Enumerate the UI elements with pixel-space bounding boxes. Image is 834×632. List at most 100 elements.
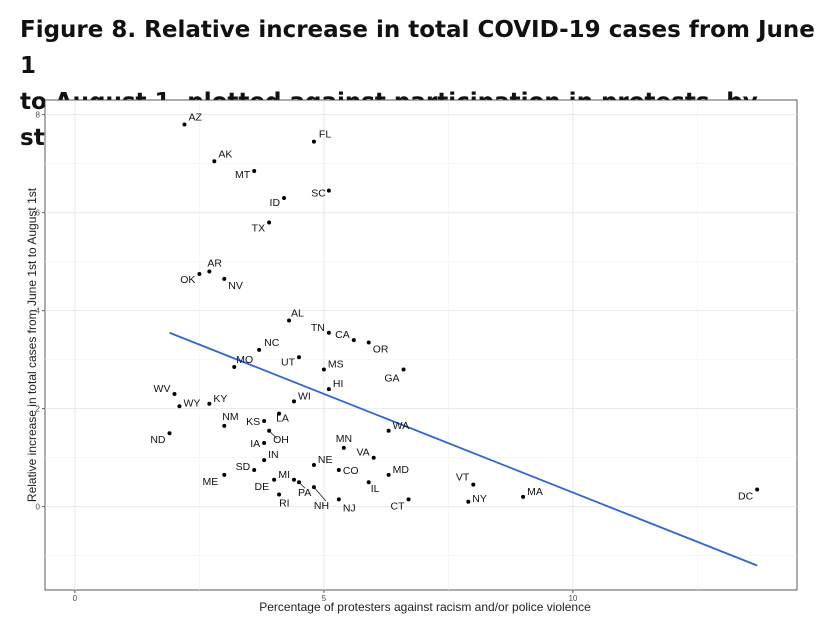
point-label-nc: NC [264, 337, 280, 349]
data-point-hi [326, 387, 331, 392]
point-label-co: CO [343, 465, 359, 477]
data-point-al [287, 318, 292, 323]
data-point-mi [292, 477, 297, 482]
point-label-ky: KY [213, 393, 227, 405]
data-point-co [336, 467, 341, 472]
point-label-ma: MA [527, 486, 543, 498]
data-point-or [366, 340, 371, 345]
data-point-vt [471, 482, 476, 487]
point-label-il: IL [371, 483, 380, 495]
y-tick-label: 0 [36, 503, 41, 512]
data-point-wi [292, 399, 297, 404]
data-point-la [277, 411, 282, 416]
point-label-ct: CT [391, 500, 406, 512]
data-point-id [282, 196, 287, 200]
point-label-tx: TX [252, 223, 265, 235]
trend-line [169, 331, 758, 567]
data-point-wv [172, 392, 177, 396]
data-point-sd [252, 467, 257, 472]
point-label-ia: IA [250, 438, 260, 450]
data-point-tx [267, 220, 272, 225]
point-label-fl: FL [319, 129, 331, 141]
point-label-ks: KS [246, 416, 260, 428]
trend-line-group [169, 331, 758, 567]
point-label-al: AL [291, 308, 304, 320]
point-label-hi: HI [333, 378, 344, 390]
data-point-ri [277, 492, 282, 497]
point-label-sc: SC [311, 188, 326, 200]
point-label-ut: UT [281, 356, 296, 368]
point-label-oh: OH [273, 434, 289, 446]
data-point-ok [197, 271, 202, 276]
point-label-in: IN [268, 449, 279, 461]
point-label-wy: WY [183, 397, 200, 409]
label-leader-line [313, 486, 327, 502]
data-point-ne [311, 463, 316, 468]
point-label-nd: ND [150, 434, 166, 446]
data-point-dc [755, 487, 760, 492]
figure-title-line-1: Figure 8. Relative increase in total COV… [20, 17, 815, 79]
data-point-ks [262, 418, 267, 423]
point-label-ca: CA [335, 329, 350, 341]
plot-panel [44, 99, 798, 591]
point-label-mt: MT [235, 169, 251, 181]
data-point-me [222, 472, 227, 477]
point-label-wa: WA [393, 420, 410, 432]
data-point-fl [311, 139, 316, 144]
point-label-id: ID [270, 197, 281, 209]
data-point-il [366, 480, 371, 485]
point-label-ri: RI [279, 497, 290, 509]
point-label-or: OR [373, 344, 389, 356]
data-point-ms [321, 367, 326, 372]
data-point-wy [177, 404, 182, 409]
point-label-ar: AR [207, 258, 222, 270]
data-point-ny [466, 499, 471, 504]
data-point-ma [521, 494, 526, 499]
y-tick-label: 8 [36, 111, 41, 120]
data-point-md [386, 472, 391, 477]
data-point-ak [212, 159, 217, 164]
data-point-nd [167, 431, 172, 436]
point-label-tn: TN [311, 322, 325, 334]
data-point-az [182, 122, 187, 127]
data-point-ca [351, 338, 356, 343]
tick-labels: 0 5 10 0 2 4 6 8 [36, 111, 578, 603]
point-label-mi: MI [278, 469, 290, 481]
x-tick-label: 0 [73, 594, 78, 603]
y-tick-label: 6 [36, 209, 41, 218]
data-point-sc [326, 188, 331, 193]
data-point-ut [296, 355, 301, 360]
point-label-nj: NJ [343, 502, 356, 514]
point-label-sd: SD [236, 461, 251, 473]
x-tick-label: 10 [568, 594, 577, 603]
point-label-nv: NV [228, 280, 243, 292]
point-label-wv: WV [154, 383, 171, 395]
point-label-nm: NM [222, 411, 238, 423]
x-tick-label: 5 [322, 594, 327, 603]
label-leader-line [268, 430, 278, 439]
point-label-ok: OK [180, 274, 195, 286]
point-label-va: VA [356, 447, 369, 459]
point-label-la: LA [276, 413, 289, 425]
data-point-nc [257, 347, 262, 352]
data-point-ia [262, 441, 267, 445]
data-point-ar [207, 269, 212, 274]
data-point-tn [326, 330, 331, 335]
point-label-ne: NE [318, 454, 333, 466]
point-label-md: MD [393, 464, 410, 476]
point-label-ny: NY [472, 493, 487, 505]
data-point-de [272, 477, 277, 482]
point-label-ms: MS [328, 359, 344, 371]
point-label-pa: PA [298, 487, 311, 499]
point-label-ak: AK [218, 148, 232, 160]
point-label-mn: MN [336, 433, 352, 445]
point-label-nh: NH [314, 500, 329, 512]
data-point-va [371, 455, 376, 460]
point-label-de: DE [254, 481, 269, 493]
point-label-az: AZ [188, 112, 202, 124]
point-label-vt: VT [456, 472, 470, 484]
data-point-ct [406, 497, 411, 502]
point-label-mo: MO [236, 354, 253, 366]
point-label-ga: GA [384, 373, 399, 385]
y-tick-label: 4 [36, 307, 41, 316]
